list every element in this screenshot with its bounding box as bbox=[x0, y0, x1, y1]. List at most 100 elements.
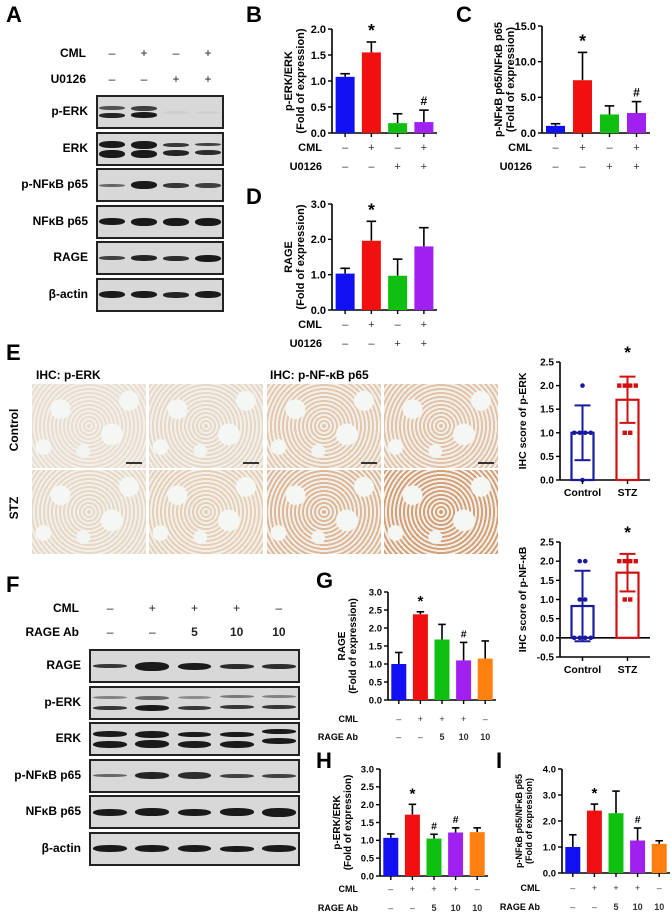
condition-sign: 5 bbox=[191, 625, 198, 639]
band bbox=[195, 110, 221, 114]
band bbox=[219, 845, 254, 852]
svg-text:+: + bbox=[592, 883, 597, 893]
svg-text:U0126: U0126 bbox=[500, 161, 532, 173]
band bbox=[177, 845, 212, 852]
band bbox=[99, 256, 125, 260]
svg-text:2.0: 2.0 bbox=[311, 234, 326, 246]
band bbox=[135, 808, 170, 816]
svg-text:0.0: 0.0 bbox=[311, 128, 326, 140]
band bbox=[219, 808, 254, 816]
band bbox=[163, 255, 189, 261]
band bbox=[195, 143, 221, 146]
band bbox=[177, 740, 212, 748]
condition-sign: – bbox=[106, 601, 114, 615]
condition-sign: – bbox=[140, 72, 148, 86]
svg-text:1.5: 1.5 bbox=[369, 641, 383, 652]
svg-text:RAGE: RAGE bbox=[283, 241, 295, 273]
svg-text:10: 10 bbox=[451, 903, 461, 913]
band bbox=[135, 661, 170, 671]
blot-membrane-p-erk bbox=[96, 95, 224, 129]
svg-text:(Fold of expression): (Fold of expression) bbox=[295, 28, 307, 133]
svg-text:–: – bbox=[606, 142, 613, 154]
band bbox=[219, 773, 254, 778]
blot-membrane-nf-b-p65 bbox=[96, 204, 224, 239]
band bbox=[163, 291, 189, 298]
bar-2 bbox=[608, 790, 624, 873]
svg-text:+: + bbox=[635, 883, 640, 893]
ihc-image-control-1 bbox=[149, 384, 263, 468]
scale-bar bbox=[478, 462, 494, 464]
svg-text:15.0: 15.0 bbox=[515, 21, 536, 33]
bar-2 bbox=[600, 105, 619, 133]
svg-text:–: – bbox=[395, 142, 402, 154]
bar-0 bbox=[546, 122, 565, 133]
svg-text:+: + bbox=[579, 142, 585, 154]
svg-text:(Fold of expression): (Fold of expression) bbox=[524, 778, 534, 864]
svg-text:+: + bbox=[421, 161, 427, 173]
svg-text:+: + bbox=[633, 142, 639, 154]
bar-1 bbox=[412, 610, 428, 700]
svg-text:CML: CML bbox=[298, 142, 322, 154]
svg-text:CML: CML bbox=[339, 884, 359, 894]
svg-text:0.5: 0.5 bbox=[540, 452, 554, 463]
svg-text:2.0: 2.0 bbox=[540, 381, 554, 392]
panel-label-c: C bbox=[456, 2, 472, 27]
svg-text:(Fold of expression): (Fold of expression) bbox=[295, 204, 307, 309]
band bbox=[131, 149, 157, 158]
svg-text:–: – bbox=[552, 142, 559, 154]
blot-label: β-actin bbox=[48, 286, 88, 301]
svg-text:10.0: 10.0 bbox=[515, 57, 536, 69]
svg-text:–: – bbox=[483, 714, 488, 724]
condition-sign: – bbox=[275, 601, 283, 615]
svg-text:IHC score of p-ERK: IHC score of p-ERK bbox=[517, 372, 529, 469]
svg-text:0.0: 0.0 bbox=[311, 305, 326, 317]
bar-3 bbox=[630, 827, 646, 873]
ihc-header-pnfkb: IHC: p-NF-κB p65 bbox=[270, 368, 369, 382]
svg-text:RAGE: RAGE bbox=[337, 631, 348, 660]
panel-label-h: H bbox=[316, 748, 332, 773]
scale-bar bbox=[243, 462, 259, 464]
svg-text:STZ: STZ bbox=[618, 664, 638, 676]
ihc-row-label-stz: STZ bbox=[7, 496, 21, 520]
band bbox=[219, 731, 254, 737]
svg-text:RAGE Ab: RAGE Ab bbox=[500, 902, 541, 912]
band bbox=[99, 106, 125, 110]
svg-text:10: 10 bbox=[480, 732, 490, 742]
bar-0 bbox=[383, 833, 399, 876]
svg-text:+: + bbox=[368, 319, 374, 331]
svg-text:CML: CML bbox=[508, 142, 532, 154]
svg-text:U0126: U0126 bbox=[290, 338, 322, 350]
svg-text:–: – bbox=[552, 161, 559, 173]
svg-text:1.5: 1.5 bbox=[361, 818, 375, 829]
blot-membrane-p-nf-b-p65 bbox=[89, 758, 300, 793]
svg-text:+: + bbox=[418, 714, 423, 724]
svg-text:2.5: 2.5 bbox=[540, 358, 554, 369]
svg-text:0.0: 0.0 bbox=[540, 476, 554, 487]
chart-e-ihc-pnfkb: -0.5 0.0 0.5 1.0 1.5 2.0 2.5 Control STZ * IHC sco… bbox=[517, 523, 650, 676]
svg-text:+: + bbox=[421, 338, 427, 350]
bar-3 bbox=[627, 100, 646, 133]
ihc-header-perk: IHC: p-ERK bbox=[36, 368, 101, 382]
bar-0 bbox=[335, 72, 355, 133]
blot-membrane--actin bbox=[96, 277, 224, 312]
band bbox=[219, 704, 254, 709]
blot-label: p-ERK bbox=[51, 104, 88, 118]
svg-text:–: – bbox=[410, 903, 415, 913]
svg-text:+: + bbox=[394, 338, 400, 350]
svg-text:+: + bbox=[606, 161, 612, 173]
band bbox=[177, 731, 212, 737]
band bbox=[262, 773, 296, 778]
svg-text:p-NFκB p65/NFκB p65: p-NFκB p65/NFκB p65 bbox=[493, 22, 505, 137]
svg-text:–: – bbox=[418, 732, 423, 742]
scale-bar bbox=[126, 462, 142, 464]
svg-text:+: + bbox=[421, 142, 427, 154]
svg-text:+: + bbox=[633, 161, 639, 173]
bar-3 bbox=[414, 109, 434, 133]
svg-text:1.0: 1.0 bbox=[311, 76, 326, 88]
svg-text:*: * bbox=[417, 593, 423, 610]
svg-text:(Fold of expression): (Fold of expression) bbox=[505, 27, 517, 132]
band bbox=[93, 731, 127, 737]
svg-text:3.0: 3.0 bbox=[369, 587, 382, 598]
band bbox=[195, 217, 221, 226]
blot-label: β-actin bbox=[41, 840, 81, 855]
